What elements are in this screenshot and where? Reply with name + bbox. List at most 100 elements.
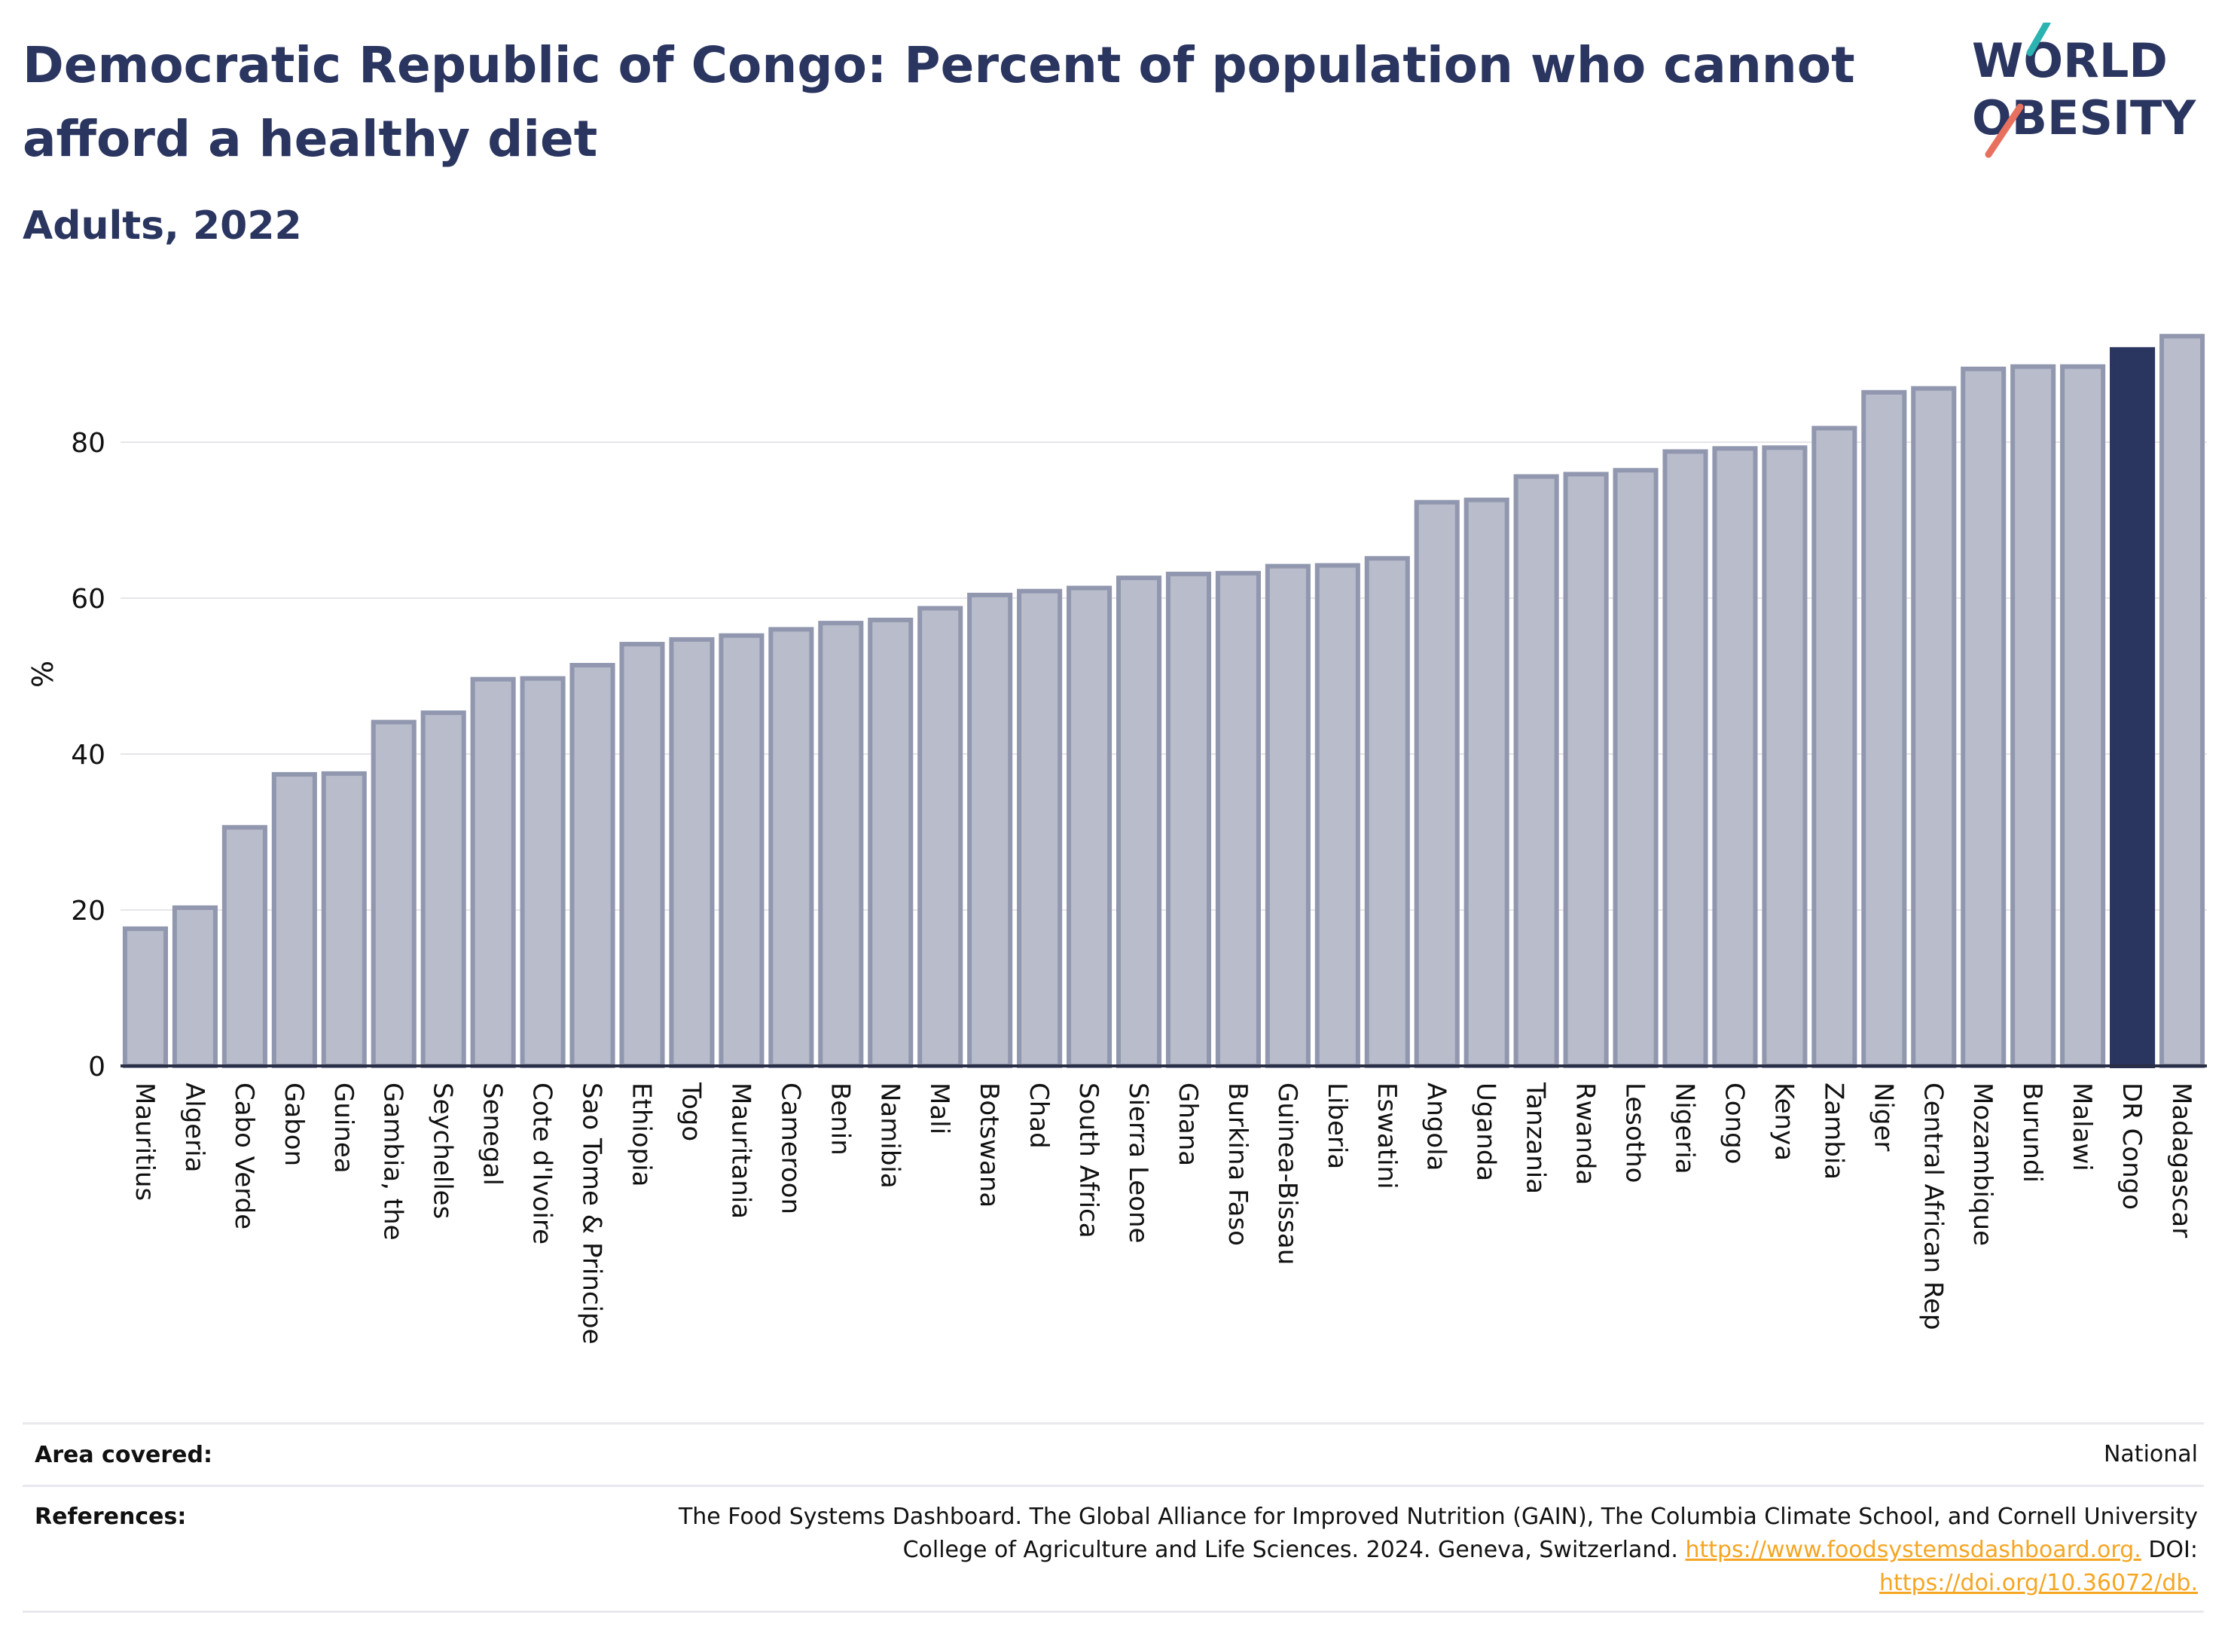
x-tick-label: Chad xyxy=(1024,1083,1054,1149)
bar-mali[interactable] xyxy=(917,606,963,1068)
x-tick-label: Mali xyxy=(924,1083,954,1134)
y-tick-label: 40 xyxy=(71,740,105,771)
references-text: The Food Systems Dashboard. The Global A… xyxy=(679,1501,2204,1600)
bar-algeria[interactable] xyxy=(172,905,218,1069)
x-tick-label: Guinea-Bissau xyxy=(1272,1083,1302,1265)
chart-subtitle: Adults, 2022 xyxy=(23,203,302,249)
x-tick-label: Lesotho xyxy=(1620,1083,1650,1183)
y-tick-label: 20 xyxy=(71,896,105,927)
x-tick-label: Liberia xyxy=(1322,1083,1352,1169)
x-tick-label: Nigeria xyxy=(1670,1083,1700,1174)
bar-sierra-leone[interactable] xyxy=(1116,576,1162,1068)
references-line-3: https://doi.org/10.36072/db. xyxy=(679,1567,2198,1600)
x-tick-label: Mozambique xyxy=(1967,1083,1998,1246)
bar-botswana[interactable] xyxy=(967,592,1013,1068)
bars xyxy=(122,334,2205,1069)
chart-title: Democratic Republic of Congo: Percent of… xyxy=(23,36,1855,168)
x-tick-label: Uganda xyxy=(1471,1083,1501,1181)
x-tick-label: Seychelles xyxy=(428,1083,458,1219)
x-tick-label: Rwanda xyxy=(1570,1083,1601,1185)
bar-benin[interactable] xyxy=(818,621,864,1068)
bar-cameroon[interactable] xyxy=(768,627,814,1068)
bar-cabo-verde[interactable] xyxy=(221,825,267,1068)
bar-congo[interactable] xyxy=(1712,446,1758,1068)
x-tick-label: Burkina Faso xyxy=(1222,1083,1253,1246)
x-tick-label: Cabo Verde xyxy=(229,1083,259,1229)
bar-angola[interactable] xyxy=(1414,499,1460,1068)
bar-burundi[interactable] xyxy=(2010,364,2056,1069)
gridlines xyxy=(121,441,2207,911)
x-tick-label: Sierra Leone xyxy=(1123,1083,1153,1243)
bar-central-african-rep[interactable] xyxy=(1911,386,1957,1068)
bar-namibia[interactable] xyxy=(868,617,914,1069)
area-covered-label: Area covered: xyxy=(35,1441,212,1468)
bar-uganda[interactable] xyxy=(1463,497,1509,1068)
bar-zambia[interactable] xyxy=(1811,426,1857,1068)
x-tick-label: Cameroon xyxy=(775,1083,805,1214)
bar-south-africa[interactable] xyxy=(1067,585,1112,1069)
x-tick-label: Congo xyxy=(1719,1083,1749,1164)
x-tick-label: Eswatini xyxy=(1372,1083,1402,1189)
x-tick-label: Mauritania xyxy=(725,1083,755,1219)
x-tick-label: Guinea xyxy=(328,1083,359,1174)
x-tick-label: Cote d'Ivoire xyxy=(527,1083,557,1244)
area-covered-row: Area covered: National xyxy=(23,1422,2204,1485)
x-tick-label: Gabon xyxy=(279,1083,309,1166)
area-covered-value: National xyxy=(2103,1441,2198,1467)
x-tick-label: DR Congo xyxy=(2117,1083,2147,1210)
references-line-2: College of Agriculture and Life Sciences… xyxy=(679,1534,2198,1567)
bar-madagascar[interactable] xyxy=(2159,334,2205,1069)
bar-seychelles[interactable] xyxy=(420,710,466,1069)
bar-mauritania[interactable] xyxy=(719,633,765,1068)
footer: Area covered: National References: The F… xyxy=(23,1422,2204,1613)
bar-rwanda[interactable] xyxy=(1563,472,1609,1068)
x-tick-label: Madagascar xyxy=(2166,1083,2196,1238)
y-tick-label: 60 xyxy=(71,584,105,615)
bar-guinea-bissau[interactable] xyxy=(1265,563,1311,1068)
bar-eswatini[interactable] xyxy=(1364,556,1410,1068)
bar-lesotho[interactable] xyxy=(1613,468,1659,1068)
bar-senegal[interactable] xyxy=(470,676,516,1068)
y-tick-label: 0 xyxy=(88,1052,105,1083)
x-tick-label: Gambia, the xyxy=(378,1083,408,1241)
bar-togo[interactable] xyxy=(669,637,715,1069)
bar-dr-congo[interactable] xyxy=(2110,347,2156,1068)
bar-gabon[interactable] xyxy=(271,771,317,1068)
bar-ghana[interactable] xyxy=(1165,571,1212,1069)
bar-chad[interactable] xyxy=(1017,588,1063,1068)
bar-tanzania[interactable] xyxy=(1513,474,1559,1069)
y-tick-labels: 0 20 40 60 80 xyxy=(71,428,105,1083)
bar-malawi[interactable] xyxy=(2060,364,2106,1069)
bar-ethiopia[interactable] xyxy=(619,642,665,1068)
references-row: References: The Food Systems Dashboard. … xyxy=(23,1485,2204,1613)
y-tick-label: 80 xyxy=(71,428,105,459)
references-label: References: xyxy=(35,1504,187,1530)
y-axis-label: % xyxy=(26,661,60,688)
x-tick-label: Niger xyxy=(1868,1083,1898,1151)
references-line-2-text: College of Agriculture and Life Sciences… xyxy=(902,1537,1678,1563)
logo-word-world: WORLD xyxy=(1972,33,2168,88)
x-tick-label: Ghana xyxy=(1173,1083,1203,1166)
bar-gambia-the[interactable] xyxy=(371,719,417,1068)
bar-nigeria[interactable] xyxy=(1662,449,1708,1069)
x-tick-label: Mauritius xyxy=(130,1083,160,1201)
x-tick-label: Sao Tome & Principe xyxy=(577,1083,607,1345)
dashboard-link[interactable]: https://www.foodsystemsdashboard.org. xyxy=(1685,1537,2141,1563)
bar-cote-d-ivoire[interactable] xyxy=(520,676,566,1068)
bar-mauritius[interactable] xyxy=(122,926,169,1069)
bar-sao-tome-principe[interactable] xyxy=(569,663,615,1068)
x-tick-labels: Mauritius Algeria Cabo Verde Gabon Guinea Gam… xyxy=(130,1082,2196,1345)
bar-kenya[interactable] xyxy=(1762,445,1808,1068)
bar-liberia[interactable] xyxy=(1314,563,1360,1068)
x-tick-label: Malawi xyxy=(2067,1083,2097,1171)
x-tick-label: Senegal xyxy=(478,1083,508,1186)
x-tick-label: Algeria xyxy=(179,1083,209,1172)
logo-slash-coral xyxy=(1985,103,2024,158)
bar-burkina-faso[interactable] xyxy=(1215,570,1261,1068)
doi-link[interactable]: https://doi.org/10.36072/db. xyxy=(1879,1570,2198,1596)
x-tick-label: Tanzania xyxy=(1521,1082,1551,1194)
bar-mozambique[interactable] xyxy=(1961,366,2007,1068)
bar-niger[interactable] xyxy=(1861,389,1907,1068)
bar-guinea[interactable] xyxy=(321,771,367,1068)
world-obesity-logo: WORLD OBESITY xyxy=(1972,23,2196,158)
